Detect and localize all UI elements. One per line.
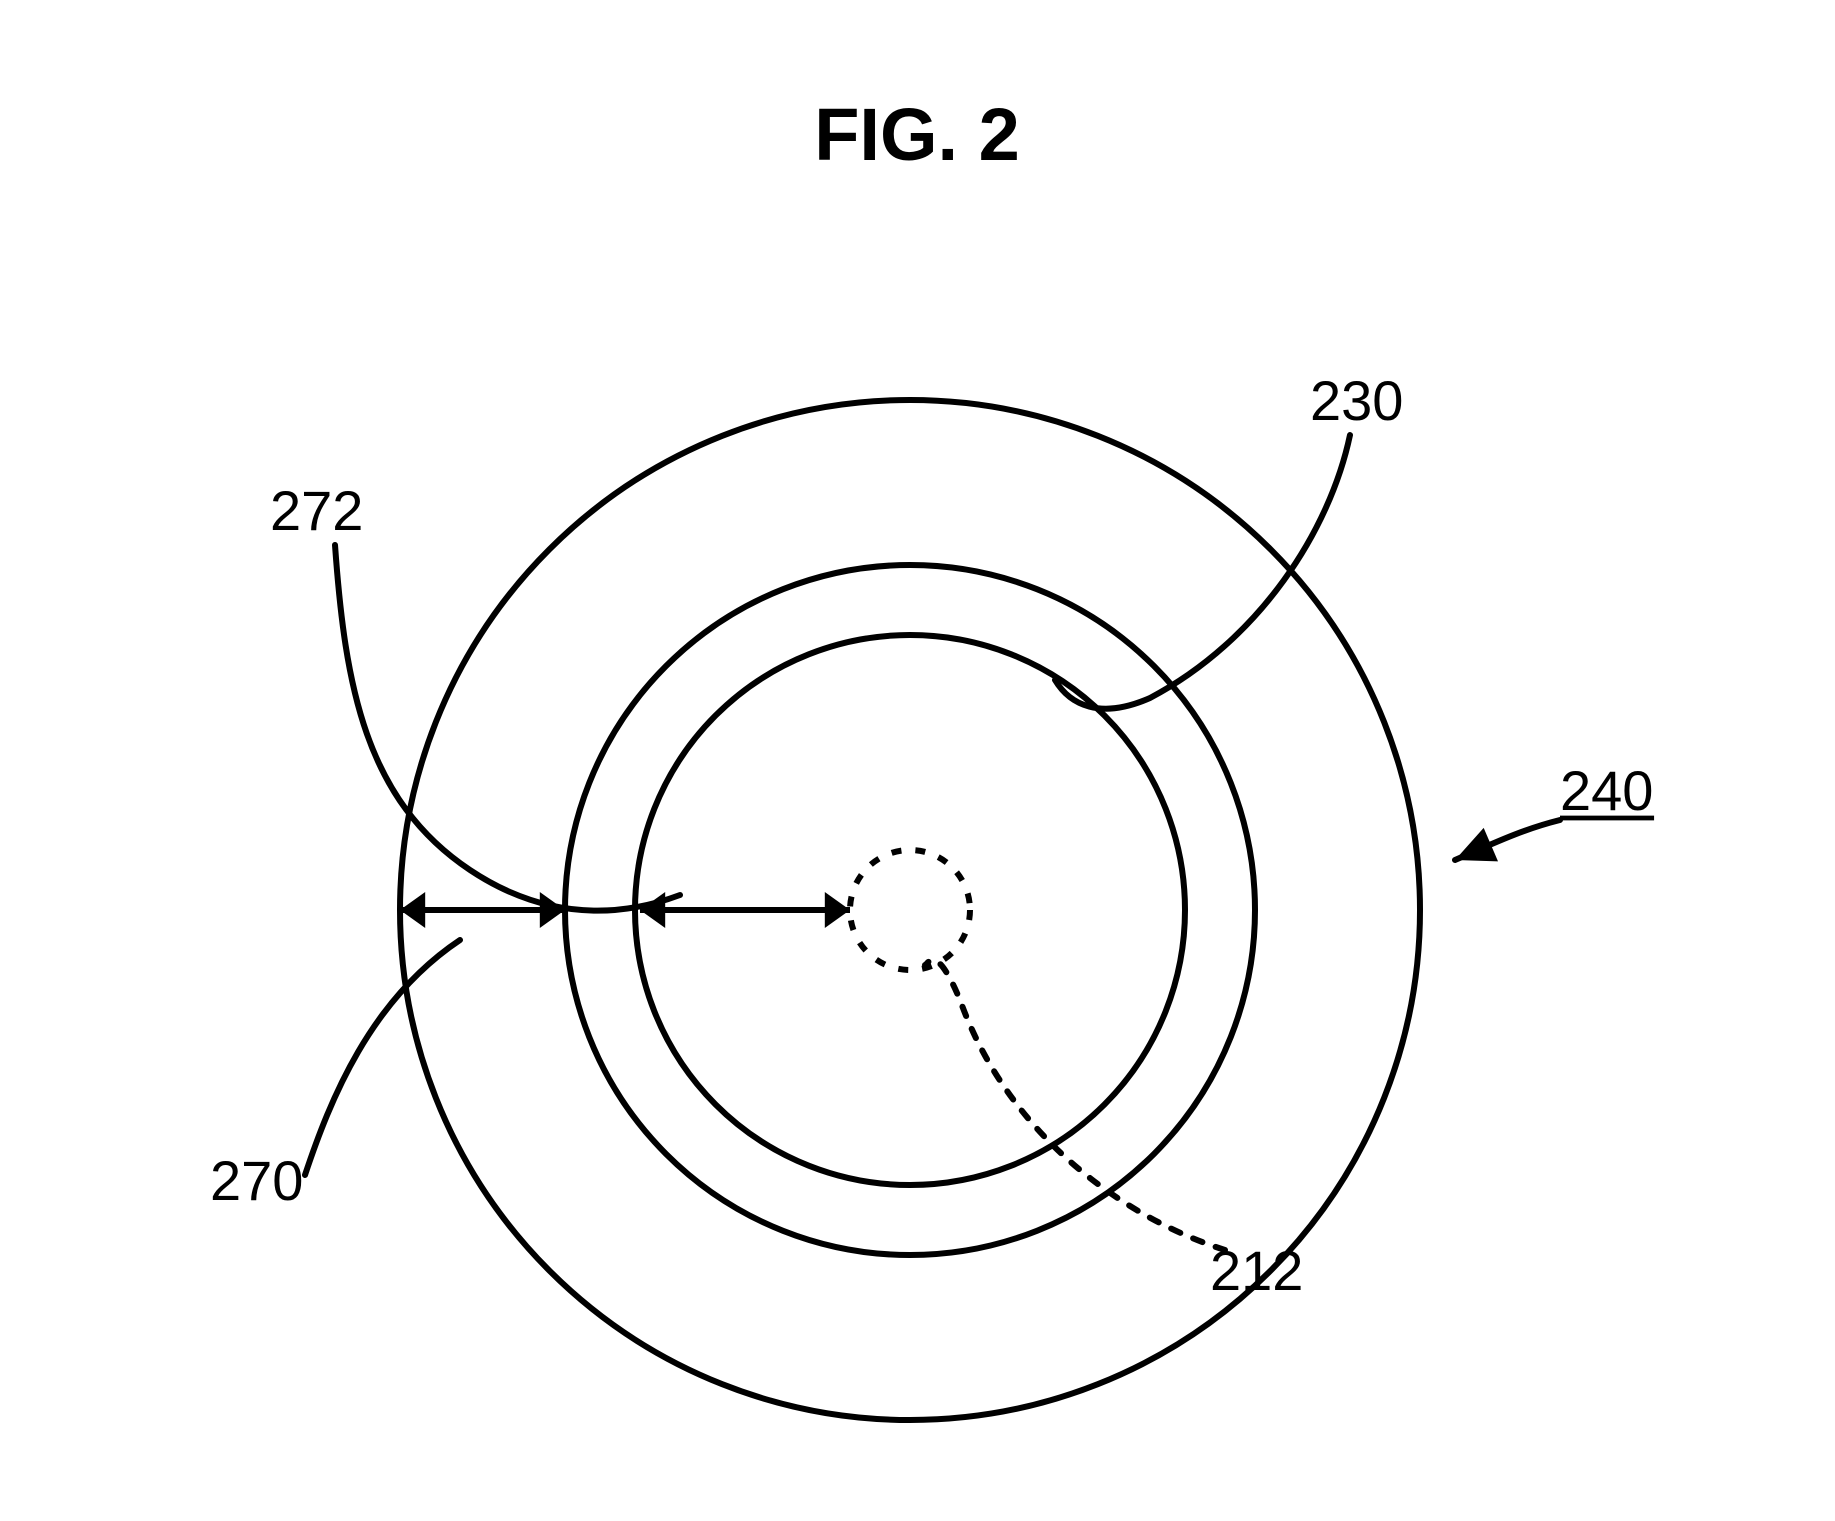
leader-240 xyxy=(1455,820,1560,861)
dimension-arrow-270 xyxy=(400,892,565,928)
circle-dashed xyxy=(850,850,970,970)
label-270: 270 xyxy=(210,1149,303,1212)
label-272: 272 xyxy=(270,479,363,542)
leader-212 xyxy=(925,960,1225,1250)
label-230: 230 xyxy=(1310,369,1403,432)
label-212: 212 xyxy=(1210,1239,1303,1302)
leader-270 xyxy=(305,940,460,1175)
label-240: 240 xyxy=(1560,759,1653,822)
figure-title: FIG. 2 xyxy=(814,93,1020,176)
leader-230 xyxy=(1055,435,1350,709)
